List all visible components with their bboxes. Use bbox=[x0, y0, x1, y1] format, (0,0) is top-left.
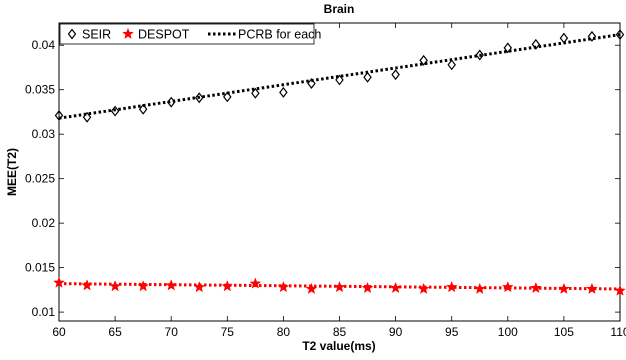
despot-data-point bbox=[249, 277, 262, 289]
seir-data-point bbox=[587, 30, 597, 42]
seir-data-point bbox=[138, 103, 148, 115]
y-axis-label: MEE(T2) bbox=[5, 148, 19, 196]
seir-data-point bbox=[559, 32, 569, 44]
x-tick-label: 85 bbox=[333, 325, 347, 339]
despot-data-point bbox=[221, 280, 234, 292]
legend-seir-marker bbox=[67, 28, 77, 40]
despot-data-point bbox=[557, 282, 570, 295]
despot-data-point bbox=[445, 280, 458, 293]
seir-data-point bbox=[503, 42, 513, 54]
seir-data-point bbox=[363, 71, 372, 83]
despot-data-point bbox=[389, 281, 402, 294]
seir-data-point bbox=[166, 96, 176, 108]
despot-data-point bbox=[81, 279, 93, 291]
legend-despot-marker bbox=[122, 27, 134, 40]
x-tick-label: 95 bbox=[445, 325, 459, 339]
seir-data-point bbox=[615, 29, 625, 41]
x-tick-label: 105 bbox=[554, 325, 574, 339]
despot-data-point bbox=[614, 284, 626, 296]
x-tick-label: 60 bbox=[52, 325, 66, 339]
legend-despot-label: DESPOT bbox=[138, 28, 190, 42]
despot-data-point bbox=[53, 276, 65, 288]
despot-data-point bbox=[305, 282, 318, 295]
x-tick-label: 100 bbox=[498, 325, 518, 339]
despot-data-point bbox=[473, 282, 486, 295]
seir-data-point bbox=[54, 110, 64, 121]
despot-data-point bbox=[165, 279, 178, 291]
legend-seir-label: SEIR bbox=[82, 28, 111, 42]
x-axis-label: T2 value(ms) bbox=[302, 339, 375, 353]
x-tick-label: 75 bbox=[221, 325, 235, 339]
y-tick-label: 0.025 bbox=[25, 172, 55, 186]
despot-data-point bbox=[529, 281, 542, 294]
y-axis-ticks: 0.01 0.015 0.02 0.025 0.03 0.035 0.04 bbox=[25, 38, 620, 319]
seir-data-point bbox=[307, 78, 316, 89]
seir-data-point bbox=[419, 54, 428, 66]
x-axis-ticks: 60 65 70 75 80 85 90 95 100 105 110 bbox=[52, 23, 626, 339]
legend-box bbox=[59, 23, 315, 45]
despot-data-point bbox=[137, 280, 150, 292]
seir-data-point bbox=[475, 49, 485, 61]
x-tick-label: 65 bbox=[108, 325, 122, 339]
x-tick-label: 70 bbox=[165, 325, 179, 339]
y-tick-label: 0.035 bbox=[25, 83, 55, 97]
seir-data-point bbox=[82, 111, 92, 123]
seir-data-point bbox=[194, 92, 204, 104]
seir-data-point bbox=[447, 59, 456, 71]
seir-data-point bbox=[335, 74, 344, 86]
series-marks bbox=[53, 29, 626, 296]
despot-data-point bbox=[361, 281, 374, 294]
chart-title: Brain bbox=[324, 2, 355, 16]
seir-data-point bbox=[251, 87, 260, 99]
despot-data-point bbox=[109, 280, 122, 292]
y-tick-label: 0.04 bbox=[32, 38, 56, 52]
x-tick-label: 110 bbox=[610, 325, 626, 339]
despot-data-point bbox=[333, 280, 346, 293]
legend-pcrb-label: PCRB for each bbox=[238, 28, 321, 42]
x-tick-label: 90 bbox=[389, 325, 403, 339]
x-tick-label: 80 bbox=[277, 325, 291, 339]
plot-frame bbox=[58, 22, 621, 322]
seir-data-point bbox=[531, 38, 541, 50]
seir-data-point bbox=[279, 86, 288, 98]
seir-data-point bbox=[223, 91, 232, 103]
despot-data-point bbox=[277, 280, 290, 293]
seir-data-point bbox=[391, 69, 400, 81]
despot-data-point bbox=[417, 282, 430, 295]
y-tick-label: 0.015 bbox=[25, 261, 55, 275]
y-tick-label: 0.01 bbox=[32, 305, 56, 319]
despot-data-point bbox=[501, 280, 514, 293]
seir-data-point bbox=[110, 105, 120, 117]
despot-data-point bbox=[193, 280, 206, 293]
y-tick-label: 0.03 bbox=[32, 127, 56, 141]
y-tick-label: 0.02 bbox=[32, 216, 56, 230]
despot-data-point bbox=[586, 282, 598, 295]
legend: SEIR DESPOT PCRB for each bbox=[59, 23, 321, 45]
